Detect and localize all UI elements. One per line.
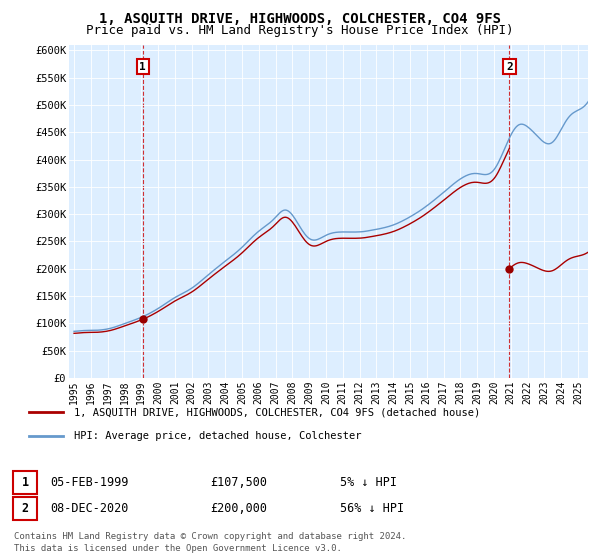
Text: £200,000: £200,000: [210, 502, 267, 515]
Text: 2: 2: [506, 62, 513, 72]
Text: 05-FEB-1999: 05-FEB-1999: [50, 476, 128, 489]
Text: Price paid vs. HM Land Registry's House Price Index (HPI): Price paid vs. HM Land Registry's House …: [86, 24, 514, 36]
FancyBboxPatch shape: [13, 497, 37, 520]
Text: 1: 1: [22, 476, 29, 489]
Text: Contains HM Land Registry data © Crown copyright and database right 2024.: Contains HM Land Registry data © Crown c…: [14, 532, 406, 541]
Text: 1: 1: [139, 62, 146, 72]
Text: 2: 2: [22, 502, 29, 515]
Text: 56% ↓ HPI: 56% ↓ HPI: [340, 502, 404, 515]
Text: 08-DEC-2020: 08-DEC-2020: [50, 502, 128, 515]
FancyBboxPatch shape: [13, 472, 37, 494]
Text: 5% ↓ HPI: 5% ↓ HPI: [340, 476, 397, 489]
Text: This data is licensed under the Open Government Licence v3.0.: This data is licensed under the Open Gov…: [14, 544, 342, 553]
Text: 1, ASQUITH DRIVE, HIGHWOODS, COLCHESTER, CO4 9FS: 1, ASQUITH DRIVE, HIGHWOODS, COLCHESTER,…: [99, 12, 501, 26]
Text: 1, ASQUITH DRIVE, HIGHWOODS, COLCHESTER, CO4 9FS (detached house): 1, ASQUITH DRIVE, HIGHWOODS, COLCHESTER,…: [74, 408, 481, 418]
Text: HPI: Average price, detached house, Colchester: HPI: Average price, detached house, Colc…: [74, 431, 362, 441]
Text: £107,500: £107,500: [210, 476, 267, 489]
